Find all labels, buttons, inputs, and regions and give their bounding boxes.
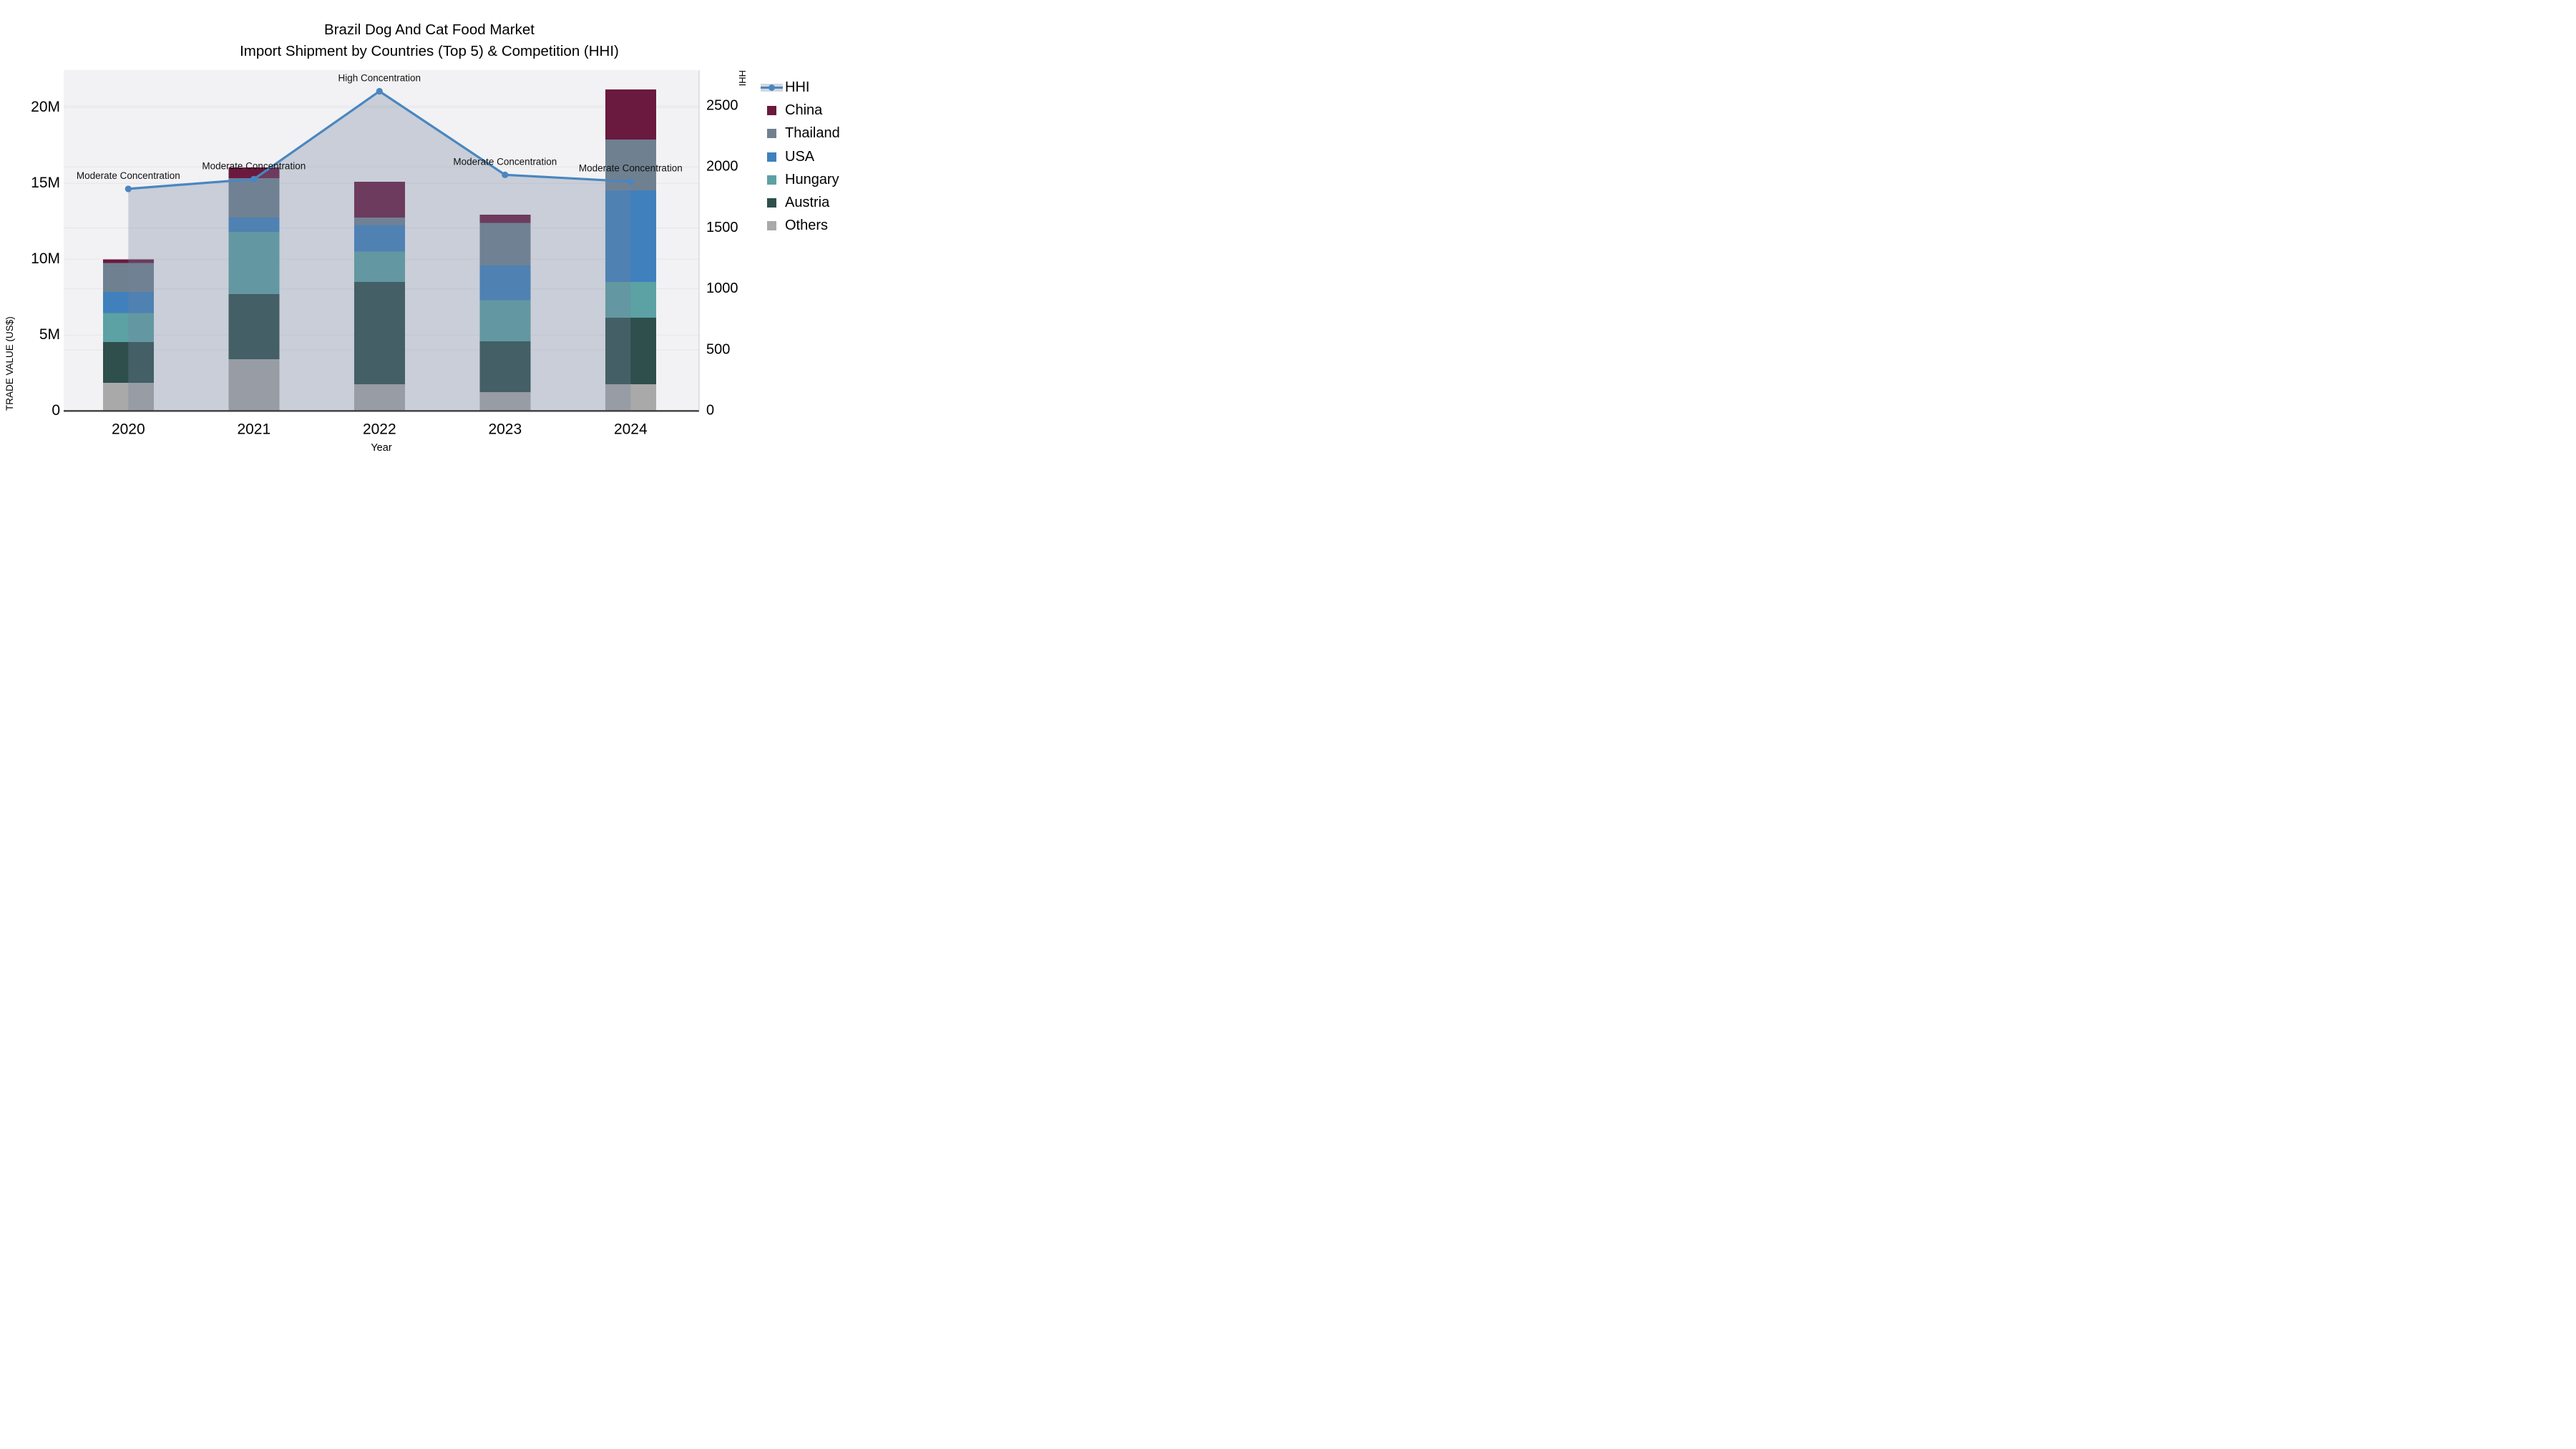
annotation-2020: Moderate Concentration bbox=[77, 170, 180, 181]
annotation-2021: Moderate Concentration bbox=[202, 160, 306, 171]
bar-segment-hungary-2021[interactable] bbox=[228, 232, 280, 295]
legend-item-thailand[interactable]: Thailand bbox=[761, 122, 840, 145]
legend-item-austria[interactable]: Austria bbox=[761, 191, 840, 214]
year-label-2024: 2024 bbox=[614, 421, 648, 438]
bar-segment-usa-2023[interactable] bbox=[479, 265, 531, 301]
bar-segment-china-2024[interactable] bbox=[605, 89, 656, 140]
y-right-tick-1000: 1000 bbox=[706, 280, 738, 296]
bar-segment-austria-2024[interactable] bbox=[605, 317, 656, 385]
bar-segment-hungary-2024[interactable] bbox=[605, 282, 656, 318]
legend-swatch-austria bbox=[767, 198, 776, 208]
legend-label-hhi: HHI bbox=[785, 79, 810, 95]
bar-segment-austria-2021[interactable] bbox=[228, 294, 280, 360]
y-left-tick-5M: 5M bbox=[39, 326, 60, 343]
hhi-marker-2023[interactable] bbox=[502, 171, 509, 178]
plot-canvas: 0 5M 10M 15M 20M 0 500 1000 1500 2000 2500 2020 2021… bbox=[31, 70, 738, 438]
year-label-2020: 2020 bbox=[112, 421, 145, 438]
legend-label-austria: Austria bbox=[785, 195, 830, 211]
chart-figure: Brazil Dog And Cat Food Market Import Sh… bbox=[0, 0, 859, 483]
chart-title-line1: Brazil Dog And Cat Food Market bbox=[324, 21, 535, 38]
bar-segment-thailand-2021[interactable] bbox=[228, 177, 280, 218]
year-label-2022: 2022 bbox=[363, 421, 396, 438]
legend-swatch-usa bbox=[767, 152, 776, 162]
y-right-tick-500: 500 bbox=[706, 341, 730, 357]
bar-segment-usa-2022[interactable] bbox=[353, 225, 405, 252]
hhi-marker-2022[interactable] bbox=[376, 87, 383, 95]
bar-segment-china-2020[interactable] bbox=[102, 259, 154, 263]
bar-segment-others-2023[interactable] bbox=[479, 391, 531, 411]
legend-item-usa[interactable]: USA bbox=[761, 145, 840, 168]
bar-segment-thailand-2020[interactable] bbox=[102, 263, 154, 292]
legend-item-hungary[interactable]: Hungary bbox=[761, 168, 840, 191]
x-axis-title: Year bbox=[371, 442, 392, 454]
legend-item-hhi[interactable]: HHI bbox=[761, 76, 840, 99]
annotation-2023: Moderate Concentration bbox=[453, 156, 557, 167]
hhi-marker-2024[interactable] bbox=[627, 178, 634, 185]
bar-segment-others-2020[interactable] bbox=[102, 383, 154, 411]
y-right-tick-2000: 2000 bbox=[706, 159, 738, 175]
bar-segment-others-2022[interactable] bbox=[353, 384, 405, 411]
year-label-2023: 2023 bbox=[488, 421, 522, 438]
legend-label-usa: USA bbox=[785, 148, 815, 165]
hhi-marker-2020[interactable] bbox=[125, 185, 132, 192]
year-label-2021: 2021 bbox=[237, 421, 270, 438]
y-right-tick-0: 0 bbox=[706, 403, 714, 419]
bar-segment-hungary-2020[interactable] bbox=[102, 313, 154, 342]
legend-marker-dot bbox=[769, 84, 775, 91]
legend-label-china: China bbox=[785, 102, 823, 118]
legend-swatch-thailand bbox=[767, 129, 776, 139]
annotation-2022: High Concentration bbox=[338, 73, 421, 84]
y-left-tick-15M: 15M bbox=[31, 175, 60, 191]
bar-segment-others-2024[interactable] bbox=[605, 384, 656, 411]
annotation-2024: Moderate Concentration bbox=[579, 163, 683, 174]
legend-line-swatch bbox=[761, 83, 783, 92]
y-axis-title-left: TRADE VALUE (US$) bbox=[4, 316, 15, 411]
bar-segment-hungary-2022[interactable] bbox=[353, 251, 405, 283]
y-left-tick-20M: 20M bbox=[31, 99, 60, 115]
legend-swatch-hungary bbox=[767, 175, 776, 185]
legend-label-others: Others bbox=[785, 218, 829, 234]
legend-item-china[interactable]: China bbox=[761, 99, 840, 122]
bar-segment-hungary-2023[interactable] bbox=[479, 300, 531, 341]
bar-segment-others-2021[interactable] bbox=[228, 359, 280, 411]
bar-segment-china-2023[interactable] bbox=[479, 214, 531, 223]
y-right-tick-2500: 2500 bbox=[706, 97, 738, 113]
legend: HHI China Thailand USA Hungary Austria Others bbox=[761, 76, 840, 238]
bar-segment-austria-2022[interactable] bbox=[353, 282, 405, 385]
legend-swatch-china bbox=[767, 105, 776, 115]
legend-swatch-others bbox=[767, 221, 776, 231]
y-axis-title-right: HHI bbox=[737, 70, 748, 87]
bar-segment-usa-2020[interactable] bbox=[102, 291, 154, 313]
bar-segment-china-2022[interactable] bbox=[353, 182, 405, 218]
hhi-area-fill bbox=[128, 91, 631, 411]
bar-segment-thailand-2022[interactable] bbox=[353, 218, 405, 225]
y-right-tick-1500: 1500 bbox=[706, 220, 738, 235]
y-left-tick-0: 0 bbox=[52, 402, 60, 419]
y-left-tick-10M: 10M bbox=[31, 250, 60, 267]
bar-segment-usa-2024[interactable] bbox=[605, 190, 656, 283]
bar-segment-usa-2021[interactable] bbox=[228, 218, 280, 233]
legend-label-thailand: Thailand bbox=[785, 125, 840, 142]
bar-segment-austria-2020[interactable] bbox=[102, 341, 154, 384]
hhi-marker-2021[interactable] bbox=[250, 175, 258, 182]
bar-segment-austria-2023[interactable] bbox=[479, 341, 531, 392]
legend-label-hungary: Hungary bbox=[785, 171, 839, 187]
bar-segment-thailand-2023[interactable] bbox=[479, 223, 531, 265]
legend-item-others[interactable]: Others bbox=[761, 215, 840, 238]
chart-title-line2: Import Shipment by Countries (Top 5) & C… bbox=[240, 43, 619, 59]
